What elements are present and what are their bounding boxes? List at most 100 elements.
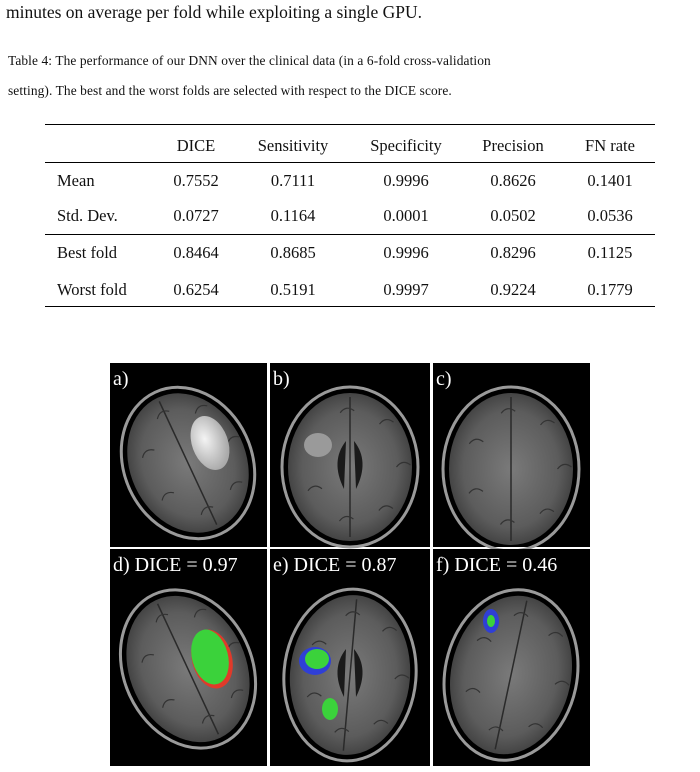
sulcus xyxy=(540,419,555,426)
brain xyxy=(118,588,258,750)
row-label: Best fold xyxy=(57,243,118,262)
ventricle xyxy=(354,441,363,489)
sulcus xyxy=(229,481,243,491)
table-cell: 0.1164 xyxy=(270,206,316,225)
brain xyxy=(442,588,580,762)
segmentation xyxy=(322,698,338,720)
sulcus xyxy=(201,714,215,724)
tumor xyxy=(304,433,332,457)
ventricle xyxy=(354,649,363,697)
sulcus xyxy=(488,726,504,732)
sulcus xyxy=(193,608,207,618)
skull xyxy=(119,385,257,541)
table-cell: 0.9996 xyxy=(383,171,429,190)
sulcus xyxy=(311,640,327,646)
row-label: Std. Dev. xyxy=(57,206,118,225)
skull xyxy=(118,588,258,750)
sulcus xyxy=(306,692,322,698)
body-text: minutes on average per fold while exploi… xyxy=(6,2,423,22)
table-rule xyxy=(45,306,655,308)
sulcus xyxy=(141,449,155,458)
sulcus xyxy=(394,674,410,680)
sulcus xyxy=(513,612,529,618)
midline xyxy=(342,599,358,751)
table-cell: 0.9996 xyxy=(383,243,429,262)
midline xyxy=(494,600,528,750)
segmentation xyxy=(487,615,495,627)
sulcus xyxy=(339,407,355,414)
sulcus xyxy=(200,506,214,515)
segmentation xyxy=(191,629,229,685)
skull xyxy=(442,588,580,762)
sulcus xyxy=(334,727,350,733)
ventricle xyxy=(337,649,346,697)
panel-label: f) DICE = 0.46 xyxy=(436,554,557,576)
midline xyxy=(156,603,220,735)
skull xyxy=(282,587,418,763)
sulcus xyxy=(161,491,175,501)
table-cell: 0.1401 xyxy=(587,171,633,190)
table-rule xyxy=(45,234,655,235)
sulcus xyxy=(468,488,484,494)
sulcus xyxy=(539,508,555,515)
panel-label: e) DICE = 0.87 xyxy=(273,554,396,576)
mri-panel: c) xyxy=(433,363,590,553)
caption-line: Table 4: The performance of our DNN over… xyxy=(8,53,491,68)
panel-label: b) xyxy=(273,368,290,390)
caption-line: setting). The best and the worst folds a… xyxy=(8,83,452,98)
panel-label: a) xyxy=(113,368,129,390)
midline xyxy=(158,401,218,525)
brain xyxy=(280,385,420,549)
sulcus xyxy=(156,410,170,420)
table-cell: 0.1779 xyxy=(587,280,633,299)
ventricle xyxy=(337,441,346,489)
table-cell: 0.7111 xyxy=(270,171,316,190)
mri-panel: e) DICE = 0.87 xyxy=(270,549,430,766)
sulcus xyxy=(557,463,572,470)
table-cell: 0.8464 xyxy=(173,243,219,262)
sulcus xyxy=(382,626,398,632)
sulcus xyxy=(476,636,492,643)
table-cell: Specificity xyxy=(370,136,442,155)
sulcus xyxy=(307,485,323,492)
table-cell: 0.0727 xyxy=(173,206,219,225)
table-cell: 0.9997 xyxy=(383,280,429,299)
figure: a) b) c) d) DICE = 0.97 e) DICE = 0.87 f) DIC… xyxy=(110,363,590,766)
table-cell: 0.0001 xyxy=(383,206,429,225)
mri-panel: d) DICE = 0.97 xyxy=(110,549,267,766)
table-cell: DICE xyxy=(176,136,216,155)
table-rule xyxy=(45,162,655,163)
sulcus xyxy=(162,699,175,708)
row-label: Worst fold xyxy=(57,280,127,299)
sulcus xyxy=(499,519,515,525)
table-cell: 0.8685 xyxy=(270,243,316,262)
sulcus xyxy=(554,680,570,686)
table-cell: 0.8626 xyxy=(490,171,536,190)
mri-panel: b) xyxy=(270,363,430,549)
sulcus xyxy=(465,687,481,693)
table-cell: 0.1125 xyxy=(587,243,633,262)
sulcus xyxy=(338,515,354,522)
table-cell: FN rate xyxy=(585,136,635,155)
sulcus xyxy=(230,689,244,699)
skull xyxy=(280,385,420,549)
table-cell: Precision xyxy=(482,136,544,155)
table-cell: 0.8296 xyxy=(490,243,536,262)
sulcus xyxy=(548,631,564,637)
sulcus xyxy=(373,719,389,725)
table-cell: 0.0536 xyxy=(587,206,633,225)
table-cell: Sensitivity xyxy=(257,136,329,155)
table-cell: 0.5191 xyxy=(270,280,316,299)
sulcus xyxy=(396,461,411,468)
sulcus xyxy=(379,418,394,425)
table-cell: 0.7552 xyxy=(173,171,219,190)
tumor xyxy=(190,415,230,471)
brain xyxy=(282,587,418,763)
table-cell: 0.0502 xyxy=(490,206,536,225)
segmentation xyxy=(305,649,329,669)
panel-label: d) DICE = 0.97 xyxy=(113,554,238,576)
table-cell: 0.6254 xyxy=(173,280,219,299)
sulcus xyxy=(500,408,516,414)
sulcus xyxy=(378,505,394,511)
